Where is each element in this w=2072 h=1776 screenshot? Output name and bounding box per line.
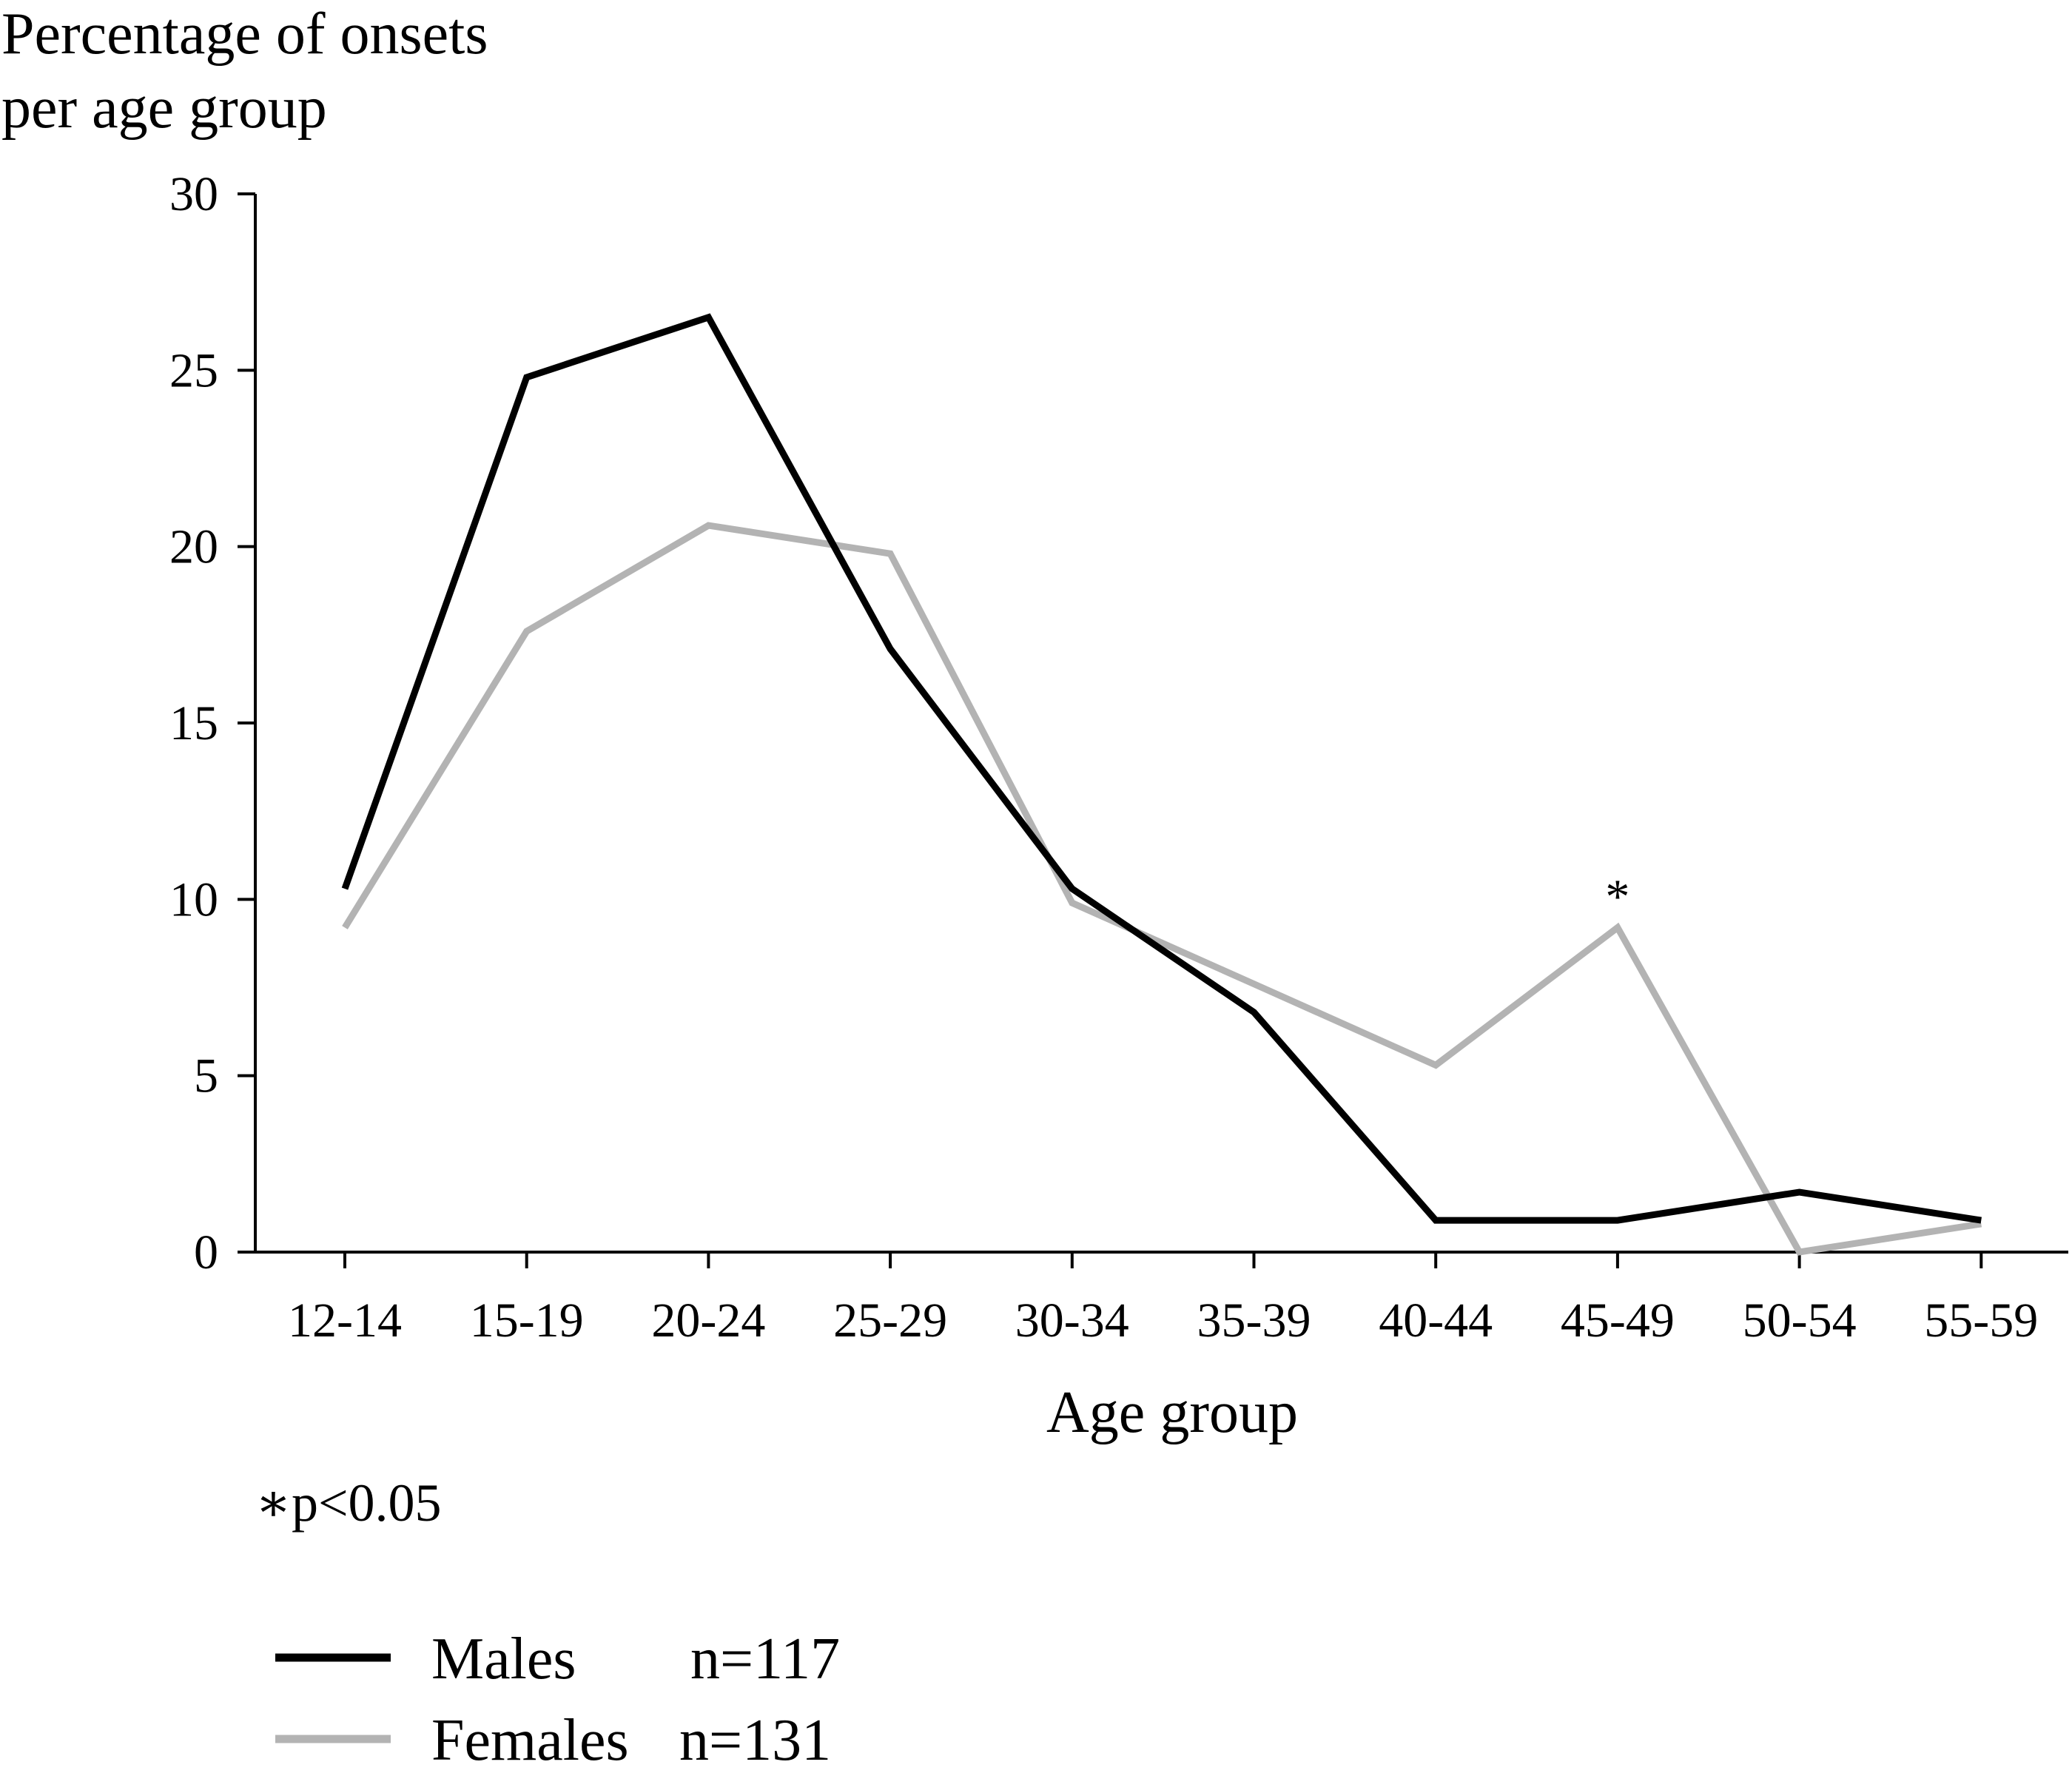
- annotations: *: [1605, 870, 1629, 924]
- legend-n-females: n=131: [679, 1708, 831, 1773]
- x-tick-label-20-24: 20-24: [651, 1294, 765, 1348]
- y-axis-title-line-1: Percentage of onsets: [1, 1, 488, 67]
- x-tick-label-25-29: 25-29: [833, 1294, 947, 1348]
- legend-n-males: n=117: [690, 1627, 840, 1692]
- x-tick-label-15-19: 15-19: [470, 1294, 584, 1348]
- x-tick-label-40-44: 40-44: [1379, 1294, 1493, 1348]
- y-tick-label-20: 20: [169, 520, 218, 574]
- y-tick-label-15: 15: [169, 696, 218, 750]
- y-tick-label-5: 5: [194, 1049, 218, 1103]
- x-tick-label-55-59: 55-59: [1924, 1294, 2038, 1348]
- significance-footnote: ∗p<0.05: [255, 1473, 442, 1533]
- x-tick-label-50-54: 50-54: [1743, 1294, 1857, 1348]
- x-tick-label-30-34: 30-34: [1015, 1294, 1129, 1348]
- significance-mark-45-49: *: [1605, 870, 1629, 924]
- tick-labels: 0 5 10 15 20 25 30 12-14 15-19 20-24 25-29 30-34 35-…: [169, 167, 2038, 1348]
- x-tick-label-35-39: 35-39: [1197, 1294, 1311, 1348]
- legend-label-males: Males: [431, 1627, 576, 1692]
- legend-label-females: Females: [431, 1708, 629, 1773]
- x-axis-title: Age group: [1046, 1380, 1298, 1445]
- series-lines: [341, 313, 1982, 1256]
- y-tick-label-30: 30: [169, 167, 218, 221]
- series-line-males: [341, 313, 1982, 1224]
- y-axis-title-line-2: per age group: [1, 75, 327, 141]
- y-tick-label-25: 25: [169, 343, 218, 397]
- y-tick-label-10: 10: [169, 872, 218, 926]
- axes: [238, 192, 2068, 1268]
- legend: Males n=117 Females n=131: [275, 1627, 840, 1773]
- x-tick-label-45-49: 45-49: [1561, 1294, 1675, 1348]
- x-tick-label-12-14: 12-14: [288, 1294, 402, 1348]
- series-line-females: [342, 522, 1982, 1256]
- y-tick-label-0: 0: [194, 1225, 218, 1279]
